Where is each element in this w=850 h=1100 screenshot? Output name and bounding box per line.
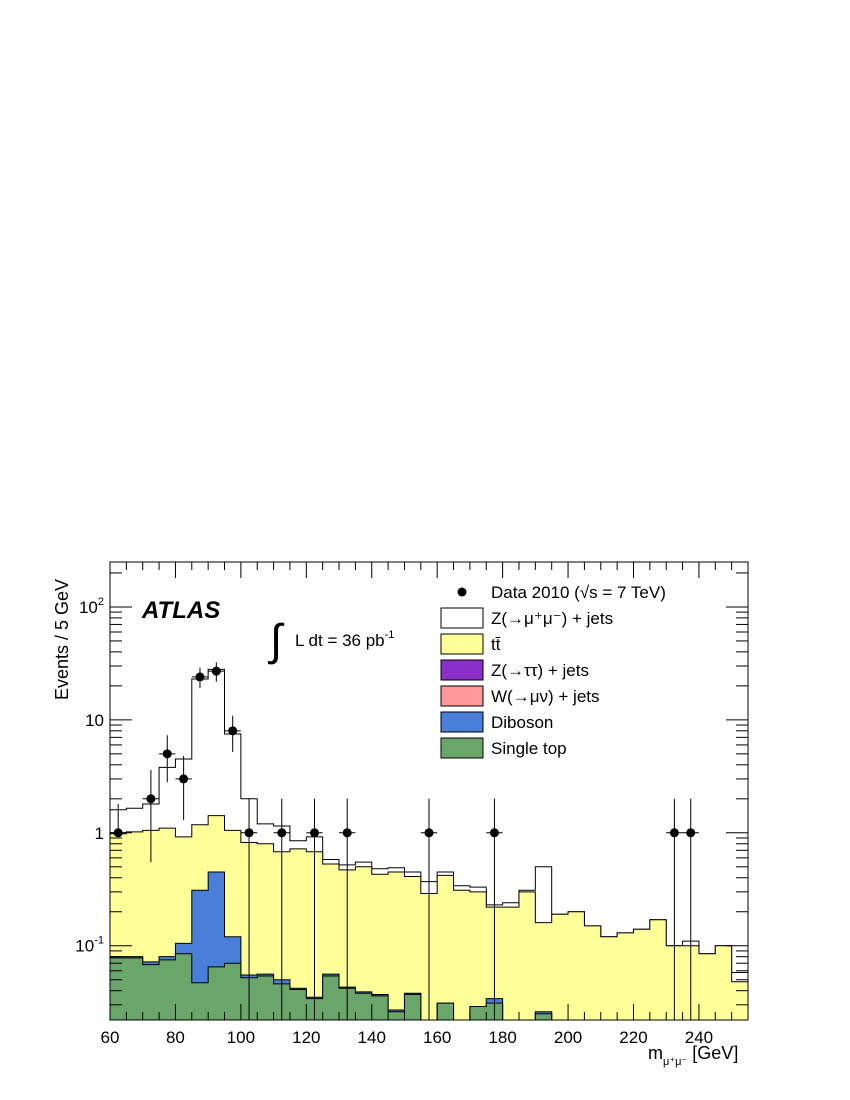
lumi-label: L dt = 36 pb-1 [295,629,394,650]
legend-item-wmunu: W(→μν) + jets [440,685,600,707]
legend-item-ztautau: Z(→ττ) + jets [440,659,589,681]
x-axis: 60 80 100 120 140 160 180 200 220 240 [101,562,749,1047]
atlas-label: ATLAS [141,597,220,624]
legend-swatch [440,685,484,707]
y-tick-label: 102 [79,596,104,617]
data-point-marker [211,666,221,676]
data-point [682,798,699,1020]
data-point-marker [309,828,319,838]
legend-label: Single top [491,739,567,758]
x-tick-label: 100 [227,1028,255,1047]
data-point-marker [489,828,499,838]
data-point [486,798,503,1020]
data-point [142,769,160,863]
legend-item-zmumu: Z(→μ⁺μ⁻) + jets [440,607,613,629]
x-axis-label-unit: [GeV] [687,1043,738,1063]
x-axis-label-main: m [648,1043,663,1063]
x-tick-label: 120 [292,1028,320,1047]
lumi-sup: -1 [385,629,395,641]
legend: Data 2010 (√s = 7 TeV) Z(→μ⁺μ⁻) + jets tt̄… [440,583,666,759]
singletop-histogram-outline [110,953,748,1020]
data-point [159,735,176,783]
data-point [339,798,356,1020]
data-point [240,798,258,1020]
legend-label: W(→μν) + jets [491,687,600,706]
legend-swatch [440,737,484,759]
data-point [208,662,225,682]
legend-swatch [440,659,484,681]
data-point [191,667,209,689]
y-axis: 10-1 1 10 102 [75,572,748,1006]
ttbar-histogram-outline [110,815,748,1020]
lumi-text: L dt = 36 pb [295,631,385,650]
data-point-marker [195,672,205,682]
data-point-marker [686,828,696,838]
lumi-integral-symbol: ∫ [267,616,285,665]
x-tick-label: 60 [101,1028,120,1047]
legend-swatch [440,607,484,629]
data-point [420,798,438,1020]
data-point [273,798,290,1020]
singletop-histogram [110,953,748,1020]
x-tick-label: 140 [358,1028,386,1047]
data-point-marker [244,828,254,838]
legend-label: Data 2010 (√s = 7 TeV) [491,583,666,602]
x-tick-label: 180 [488,1028,516,1047]
data-point-marker [179,774,189,784]
x-tick-label: 160 [423,1028,451,1047]
x-axis-label: mμ⁺μ⁻ [GeV] [648,1043,738,1068]
data-point [224,715,241,752]
y-tick-label: 1 [95,824,104,843]
x-axis-label-sub: μ⁺μ⁻ [663,1056,687,1068]
plot-frame [109,561,749,1021]
legend-item-diboson: Diboson [440,711,553,733]
data-point-marker [342,828,352,838]
diboson-histogram-outline [110,871,748,1020]
data-point-marker [277,828,287,838]
legend-swatch [440,711,484,733]
x-tick-label: 200 [554,1028,582,1047]
x-tick-label: 80 [166,1028,185,1047]
y-tick-label: 10 [85,711,104,730]
data-point-marker [228,726,238,736]
legend-label: Diboson [491,713,553,732]
data-point [306,798,323,1020]
data-point-marker [424,828,434,838]
legend-label: tt̄ [491,635,501,654]
legend-item-singletop: Single top [440,737,567,759]
data-point [175,755,192,820]
y-axis-label: Events / 5 GeV [52,579,72,700]
x-tick-label: 220 [619,1028,647,1047]
legend-label: Z(→μ⁺μ⁻) + jets [491,609,613,628]
legend-swatch [440,633,484,655]
x-tick-label: 240 [685,1028,713,1047]
plot-area [109,561,749,1021]
legend-item-data: Data 2010 (√s = 7 TeV) [457,583,666,602]
y-tick-label: 10-1 [75,935,104,956]
legend-item-ttbar: tt̄ [440,633,501,655]
data-point-marker [146,794,156,804]
legend-label: Z(→ττ) + jets [491,661,589,680]
data-point-marker [669,828,679,838]
data-point [666,798,683,1020]
data-point-marker [162,749,172,759]
legend-marker [457,587,467,597]
